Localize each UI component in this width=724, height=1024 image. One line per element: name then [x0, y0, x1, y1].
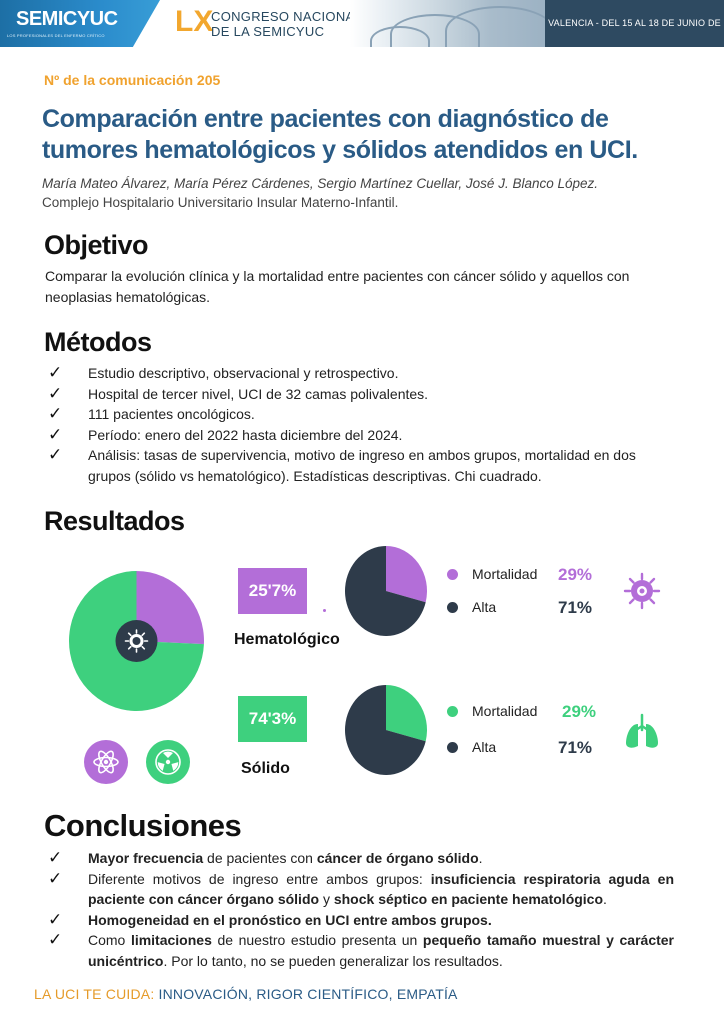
- solid-percentage-badge: 74'3%: [238, 696, 307, 742]
- methods-item: ✓ Estudio descriptivo, observacional y re…: [48, 363, 678, 384]
- methods-item-text: Estudio descriptivo, observacional y ret…: [88, 365, 399, 381]
- conclusion-item: ✓ Homogeneidad en el pronóstico en UCI en…: [48, 910, 674, 931]
- legend-label: Mortalidad: [472, 566, 538, 582]
- semicyuc-logo: SEMICYUC LOS PROFESIONALES DEL ENFERMO C…: [0, 0, 170, 47]
- objective-heading: Objetivo: [44, 230, 149, 260]
- methods-item: ✓ Período: enero del 2022 hasta diciembre…: [48, 425, 678, 446]
- check-icon: ✓: [48, 445, 63, 464]
- lungs-icon: [626, 713, 658, 748]
- conclusion-text: Diferente motivos de ingreso entre ambos…: [88, 870, 431, 887]
- results-heading: Resultados: [44, 506, 185, 536]
- conclusion-bold-text: cáncer de órgano sólido: [316, 850, 479, 866]
- footer-slogan: LA UCI TE CUIDA: INNOVACIÓN, RIGOR CIENT…: [34, 986, 458, 1002]
- hematologic-outcome-pie: [345, 546, 427, 636]
- check-icon: ✓: [48, 383, 63, 403]
- mortality-dot: [447, 705, 458, 717]
- conclusion-text: .: [603, 891, 607, 907]
- decorative-dot: [323, 609, 326, 612]
- check-icon: ✓: [48, 363, 63, 382]
- pie-slice-hematologic: [136, 571, 204, 645]
- check-icon: ✓: [48, 424, 63, 444]
- city-photo: [350, 0, 555, 47]
- congress-name: CONGRESO NACIONAL DE LA SEMICYUC: [211, 9, 362, 39]
- conclusion-text: Como: [88, 932, 131, 948]
- conclusion-item: ✓ Mayor frecuencia de pacientes con cánce…: [48, 848, 674, 869]
- conclusion-bold-text: Homogeneidad en el pronóstico en UCI ent…: [88, 911, 492, 928]
- solid-legend-alta: Alta: [447, 739, 496, 755]
- conclusion-text: . Por lo tanto, no se pueden generalizar…: [163, 952, 503, 969]
- hematologic-legend-mortality: Mortalidad: [447, 566, 537, 582]
- alta-dot: [447, 741, 458, 753]
- solid-mortality-value: 29%: [562, 702, 597, 721]
- methods-item-text: Análisis: tasas de supervivencia, motivo…: [88, 447, 636, 484]
- methods-list: ✓ Estudio descriptivo, observacional y re…: [48, 363, 678, 486]
- check-icon: ✓: [48, 930, 63, 949]
- footer-highlight: LA UCI TE CUIDA:: [34, 986, 155, 1002]
- conclusion-bold-text: insuficiencia respiratoria aguda en paci…: [88, 870, 675, 908]
- methods-item-text: Período: enero del 2022 hasta diciembre …: [88, 426, 403, 443]
- check-icon: ✓: [48, 868, 63, 888]
- methods-item: ✓ Hospital de tercer nivel, UCI de 32 cam…: [48, 384, 678, 405]
- virus-icon: [623, 572, 661, 610]
- congress-line-2: DE LA SEMICYUC: [211, 24, 325, 39]
- solid-label: Sólido: [241, 760, 290, 777]
- virus-icon: [124, 629, 149, 653]
- methods-item-text: Hospital de tercer nivel, UCI de 32 cama…: [88, 385, 429, 402]
- pie-slice-alta: [345, 546, 426, 636]
- hematologic-alta-value: 71%: [558, 598, 593, 617]
- conclusions-list: ✓ Mayor frecuencia de pacientes con cánce…: [48, 848, 674, 971]
- atom-icon: [84, 740, 128, 784]
- radiation-icon: [146, 740, 190, 784]
- conclusion-text: .: [478, 850, 483, 866]
- conclusion-bold-text: limitaciones: [130, 932, 212, 948]
- header-banner: SEMICYUC LOS PROFESIONALES DEL ENFERMO C…: [0, 0, 724, 47]
- conclusion-item: ✓ Diferente motivos de ingreso entre ambo…: [48, 869, 674, 910]
- methods-item-text: 111 pacientes oncológicos.: [88, 406, 255, 422]
- alta-dot: [447, 601, 458, 613]
- footer-rest: INNOVACIÓN, RIGOR CIENTÍFICO, EMPATÍA: [154, 986, 458, 1002]
- communication-number: Nº de la comunicación 205: [44, 72, 221, 88]
- pie-slice-mortality: [386, 685, 427, 742]
- congress-number: LX: [175, 5, 214, 38]
- methods-item: ✓ Análisis: tasas de supervivencia, motiv…: [48, 445, 678, 486]
- conclusion-item: ✓ Como limitaciones de nuestro estudio pr…: [48, 930, 674, 971]
- mortality-dot: [447, 568, 458, 580]
- distribution-pie-chart: [69, 571, 204, 711]
- conclusion-bold-text: pequeño tamaño muestral y carácter unicé…: [88, 932, 675, 969]
- check-icon: ✓: [48, 848, 63, 867]
- check-icon: ✓: [48, 404, 63, 423]
- logo-name: SEMICYUC: [16, 8, 118, 30]
- check-icon: ✓: [48, 909, 63, 929]
- conclusion-bold-text: shock séptico en paciente hematológico: [333, 891, 604, 907]
- solid-legend-mortality: Mortalidad: [447, 703, 537, 719]
- legend-label: Alta: [472, 599, 497, 615]
- legend-label: Mortalidad: [472, 703, 538, 719]
- conclusion-text: de nuestro estudio presenta un: [211, 932, 423, 948]
- conclusions-heading: Conclusiones: [44, 808, 242, 843]
- solid-outcome-pie: [345, 685, 427, 775]
- conclusion-text: y: [319, 891, 334, 907]
- legend-label: Alta: [472, 739, 497, 755]
- pie-slice-mortality: [386, 546, 427, 603]
- hematologic-label: Hematológico: [234, 631, 340, 648]
- congress-line-1: CONGRESO NACIONAL: [211, 9, 363, 24]
- methods-heading: Métodos: [44, 327, 152, 357]
- objective-text: Comparar la evolución clínica y la morta…: [45, 268, 630, 305]
- authors: María Mateo Álvarez, María Pérez Cárdene…: [42, 176, 599, 191]
- logo-tagline: LOS PROFESIONALES DEL ENFERMO CRÍTICO: [7, 33, 105, 38]
- congress-dates: VALENCIA - DEL 15 AL 18 DE JUNIO DE 2025: [545, 0, 724, 47]
- institution: Complejo Hospitalario Universitario Insu…: [42, 195, 399, 210]
- pie-slice-alta: [345, 685, 426, 775]
- hematologic-percentage-badge: 25'7%: [238, 568, 307, 614]
- poster-title: Comparación entre pacientes con diagnóst…: [42, 105, 638, 164]
- hematologic-legend-alta: Alta: [447, 599, 496, 615]
- solid-alta-value: 71%: [558, 738, 593, 757]
- conclusion-bold-text: Mayor frecuencia: [88, 850, 204, 866]
- methods-item: ✓ 111 pacientes oncológicos.: [48, 404, 678, 425]
- conclusion-text: de pacientes con: [203, 850, 317, 866]
- hematologic-mortality-value: 29%: [558, 565, 593, 584]
